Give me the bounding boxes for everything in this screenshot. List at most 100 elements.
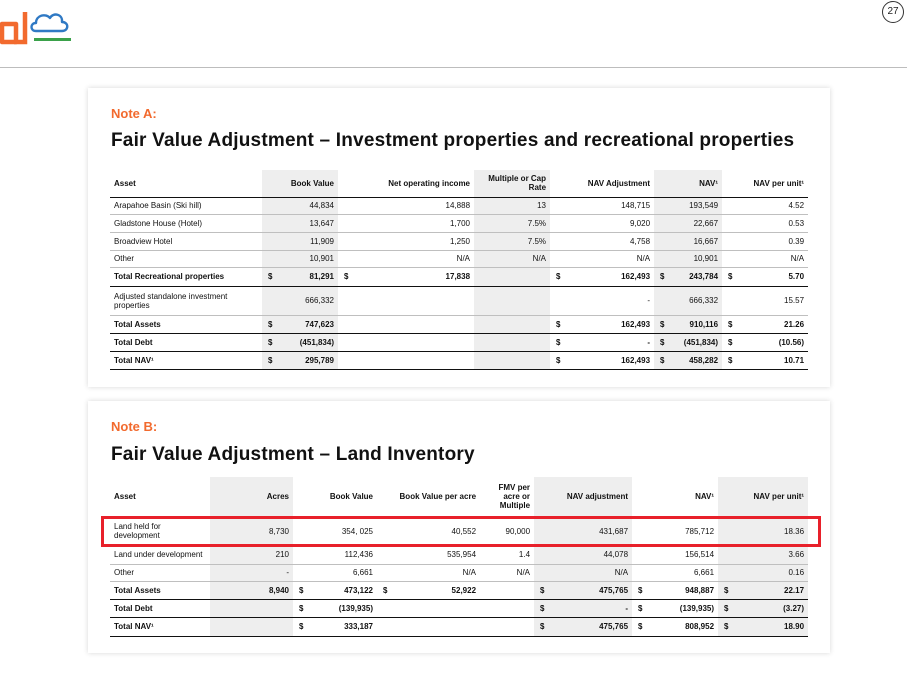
note-a-table: Asset Book Value Net operating income Mu… xyxy=(110,170,809,370)
cell-currency xyxy=(550,250,571,268)
cell-nav-adjustment: 475,765 xyxy=(554,617,633,637)
cell-noi xyxy=(358,351,475,370)
cell-currency xyxy=(534,517,555,546)
cell-nav-per-unit: N/A xyxy=(742,250,809,268)
cell-nav-per-unit: 5.70 xyxy=(742,267,809,287)
cell-cap-rate xyxy=(474,351,551,370)
cell-nav-adjustment: - xyxy=(570,333,655,352)
cell-nav-adjustment: 475,765 xyxy=(554,581,633,600)
cell-noi xyxy=(358,315,475,334)
cell-noi: 1,250 xyxy=(358,232,475,251)
cell-asset: Total NAV¹ xyxy=(110,617,210,637)
note-b-label: Note B: xyxy=(111,419,158,434)
table-row-total: Total NAV¹ $ 333,187 $ 475,765 $ 808,952… xyxy=(110,617,809,637)
cell-currency: $ xyxy=(262,351,282,370)
cell-nav-per-unit: (10.56) xyxy=(742,333,809,352)
cell-nav-adjustment: 162,493 xyxy=(570,315,655,334)
cell-acres: 8,940 xyxy=(210,581,293,600)
cell-cap-rate xyxy=(474,267,551,287)
table-row-total: Total Debt $ (451,834) $ - $ (451,834) $… xyxy=(110,333,809,352)
cell-nav-per-unit: 0.53 xyxy=(742,214,809,233)
cell-currency: $ xyxy=(293,581,313,600)
table-row: Arapahoe Basin (Ski hill) 44,834 14,888 … xyxy=(110,197,809,215)
cell-asset: Land under development xyxy=(110,545,210,565)
cell-book-value-per-acre: 52,922 xyxy=(397,581,481,600)
cell-asset: Total Assets xyxy=(110,581,210,600)
table-row-total: Total Debt $ (139,935) $ - $ (139,935) $… xyxy=(110,599,809,618)
cell-asset: Arapahoe Basin (Ski hill) xyxy=(110,197,262,215)
cell-currency: $ xyxy=(632,581,653,600)
cell-currency xyxy=(262,286,282,316)
cell-nav: 808,952 xyxy=(652,617,719,637)
cell-noi: 14,888 xyxy=(358,197,475,215)
cell-nav: 10,901 xyxy=(674,250,723,268)
cell-currency: $ xyxy=(722,351,743,370)
cell-currency xyxy=(654,197,675,215)
table-row-total: Total Recreational properties $ 81,291 $… xyxy=(110,267,809,287)
table-row: Broadview Hotel 11,909 1,250 7.5% 4,758 … xyxy=(110,232,809,251)
cell-currency xyxy=(718,564,739,582)
cell-asset: Total Assets xyxy=(110,315,262,334)
col-header-book-value-per-acre: Book Value per acre xyxy=(377,477,481,518)
note-a-title: Fair Value Adjustment – Investment prope… xyxy=(111,130,795,151)
cell-nav-adjustment: 162,493 xyxy=(570,267,655,287)
cell-currency xyxy=(722,286,743,316)
table-row: Land under development 210 112,436 535,9… xyxy=(110,545,809,565)
cell-acres: 8,730 xyxy=(210,517,293,546)
table-row: Other 10,901 N/A N/A N/A 10,901 N/A xyxy=(110,250,809,268)
cell-asset: Other xyxy=(110,250,262,268)
cell-asset: Broadview Hotel xyxy=(110,232,262,251)
cell-nav-per-unit: 18.36 xyxy=(738,517,809,546)
cell-nav-adjustment: - xyxy=(554,599,633,618)
cell-asset: Total Debt xyxy=(110,599,210,618)
cell-currency: $ xyxy=(550,333,571,352)
cell-acres xyxy=(210,599,293,618)
cell-currency xyxy=(338,214,358,233)
col-header-asset: Asset xyxy=(110,170,262,198)
cell-currency xyxy=(722,250,743,268)
cell-book-value: 295,789 xyxy=(282,351,338,370)
table-row: Gladstone House (Hotel) 13,647 1,700 7.5… xyxy=(110,214,809,233)
cell-nav-adjustment: 44,078 xyxy=(554,545,633,565)
col-header-nav-adjustment: NAV Adjustment xyxy=(550,170,655,198)
cell-nav-per-unit: 0.39 xyxy=(742,232,809,251)
cell-currency xyxy=(534,564,555,582)
cell-currency: $ xyxy=(722,267,743,287)
col-header-noi: Net operating income xyxy=(338,170,475,198)
cell-currency xyxy=(293,564,313,582)
cell-noi xyxy=(358,333,475,352)
cell-currency xyxy=(377,564,397,582)
cell-currency: $ xyxy=(654,351,675,370)
cell-book-value-per-acre: N/A xyxy=(397,564,481,582)
cell-acres: - xyxy=(210,564,293,582)
cell-book-value-per-acre xyxy=(397,617,481,637)
col-header-nav: NAV¹ xyxy=(632,477,719,518)
col-header-nav-per-unit: NAV per unit¹ xyxy=(718,477,809,518)
cell-nav-per-unit: 21.26 xyxy=(742,315,809,334)
cell-book-value-per-acre xyxy=(397,599,481,618)
cell-currency: $ xyxy=(654,315,675,334)
cell-currency xyxy=(722,232,743,251)
cell-currency xyxy=(632,545,653,565)
cell-fmv xyxy=(480,581,535,600)
cell-nav: (139,935) xyxy=(652,599,719,618)
cell-book-value: 81,291 xyxy=(282,267,338,287)
cell-currency xyxy=(338,333,358,352)
cell-currency: $ xyxy=(718,581,739,600)
cell-currency: $ xyxy=(722,315,743,334)
cell-currency xyxy=(338,351,358,370)
company-logo xyxy=(0,12,71,45)
cell-nav: 22,667 xyxy=(674,214,723,233)
cell-currency xyxy=(338,250,358,268)
cell-nav-adjustment: - xyxy=(570,286,655,316)
cell-currency: $ xyxy=(654,267,675,287)
cell-cap-rate: N/A xyxy=(474,250,551,268)
col-header-fmv: FMV per acre or Multiple xyxy=(480,477,535,518)
cell-fmv: 1.4 xyxy=(480,545,535,565)
cell-currency xyxy=(293,545,313,565)
highlight-box xyxy=(101,516,821,547)
logo-d-icon xyxy=(0,12,28,45)
note-a-header-row: Asset Book Value Net operating income Mu… xyxy=(110,170,809,198)
cell-fmv: N/A xyxy=(480,564,535,582)
table-row: Other - 6,661 N/A N/A N/A 6,661 0.16 xyxy=(110,564,809,582)
